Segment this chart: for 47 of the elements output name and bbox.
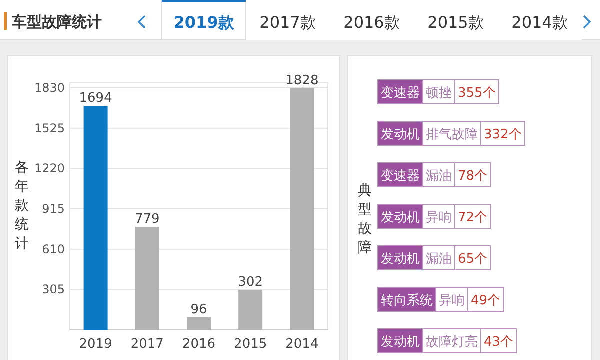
text: 顿挫: [426, 86, 452, 101]
data-label: 1694: [79, 90, 112, 106]
y-tick-label: 305: [42, 282, 65, 297]
data-label: 96: [190, 302, 208, 318]
x-tick-label: 2016: [182, 337, 216, 352]
bar: [187, 317, 211, 330]
text: 漏油: [426, 252, 452, 267]
text: 变速器: [381, 86, 420, 101]
text: 发动机: [381, 252, 420, 267]
bar: [84, 106, 108, 330]
y-tick-label: 1525: [34, 121, 65, 136]
text: 异响: [439, 294, 465, 308]
chart-title: 车型故障统计: [11, 13, 102, 31]
text: 49个: [471, 294, 501, 308]
tab-button: 2017款: [246, 0, 330, 40]
text: 变速器: [381, 169, 420, 184]
text: 故障灯亮: [426, 334, 478, 350]
text: 发动机: [381, 335, 420, 350]
text: 72个: [458, 210, 488, 226]
text: 异响: [426, 210, 452, 226]
text: 转向系统: [381, 294, 433, 308]
text: 355个: [458, 86, 496, 101]
bar: [238, 290, 263, 330]
y-tick-label: 915: [42, 202, 65, 216]
x-tick-label: 2015: [234, 337, 268, 352]
y-tick-label: 1220: [34, 162, 65, 176]
y-axis-title: 各年款统计: [15, 160, 29, 252]
text: 发动机: [381, 210, 420, 226]
text: 排气故障: [426, 128, 478, 142]
text: 78个: [458, 169, 488, 184]
tab-button: 2019款: [162, 0, 246, 40]
text: 332个: [484, 128, 522, 142]
x-tick-label: 2017: [130, 337, 164, 352]
bar: [135, 226, 160, 330]
data-label: 779: [134, 212, 160, 227]
text: 65个: [458, 252, 488, 267]
text: 发动机: [381, 128, 420, 142]
text: 典型故障: [358, 183, 372, 256]
data-label: 1828: [286, 73, 319, 88]
data-label: 302: [238, 275, 264, 290]
text: 43个: [484, 335, 514, 350]
text: 漏油: [426, 169, 452, 184]
x-tick-label: 2019: [79, 337, 112, 352]
y-tick-label: 1830: [34, 81, 65, 95]
x-tick-label: 2014: [286, 337, 319, 352]
y-tick-label: 610: [42, 242, 65, 256]
bar: [290, 88, 314, 330]
